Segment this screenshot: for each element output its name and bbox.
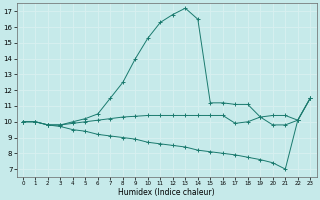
X-axis label: Humidex (Indice chaleur): Humidex (Indice chaleur) xyxy=(118,188,215,197)
